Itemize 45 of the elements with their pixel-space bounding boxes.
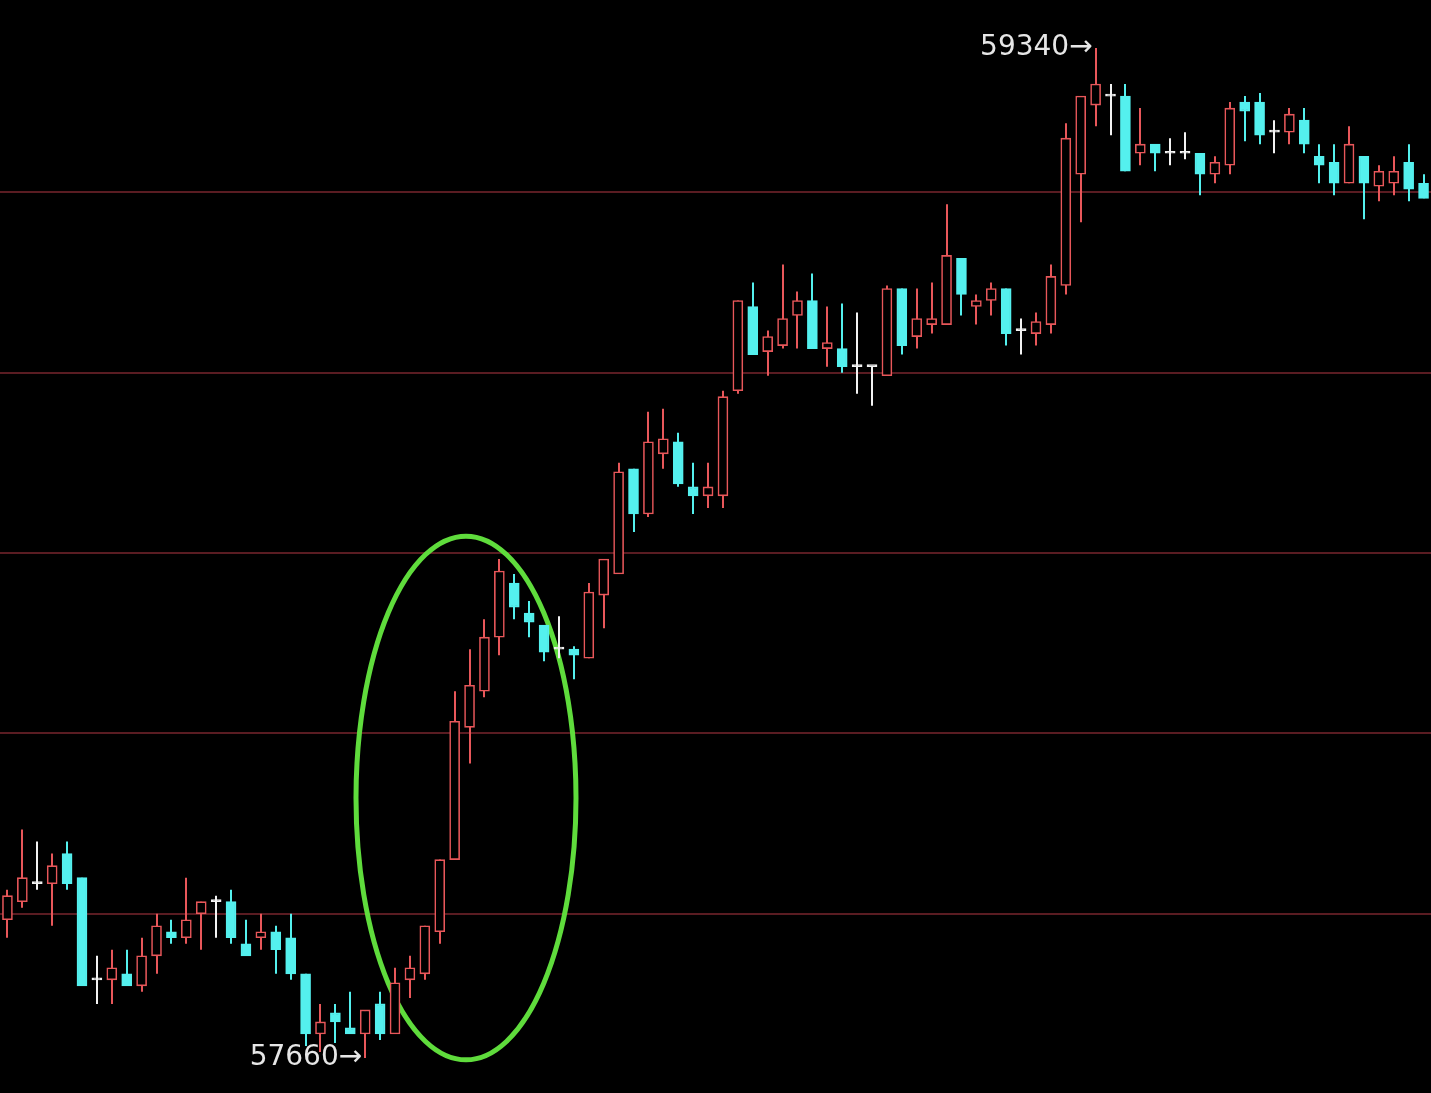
candlestick (181, 876, 192, 945)
candlestick (553, 615, 565, 660)
candlestick (344, 990, 356, 1035)
candlestick (1209, 155, 1221, 185)
candlestick (658, 407, 669, 470)
candlestick (31, 840, 43, 891)
candlestick (210, 894, 222, 939)
candlestick (404, 954, 416, 999)
candlestick (17, 828, 28, 909)
candlestick (106, 948, 118, 1005)
candlestick (1313, 143, 1325, 185)
candlestick (2, 888, 13, 939)
candlestick (121, 948, 133, 987)
candlestick (1284, 107, 1295, 146)
candlestick (1149, 143, 1161, 173)
candlestick (1298, 107, 1310, 155)
candlestick (1030, 311, 1042, 347)
candlestick (1179, 131, 1191, 161)
candlestick (1164, 137, 1176, 167)
annotation: 59340→ (980, 29, 1093, 63)
candlestick (1090, 47, 1101, 128)
annotation: 57660→ (249, 1039, 363, 1073)
candlestick (702, 461, 714, 509)
candlestick (792, 290, 803, 350)
candlestick (568, 645, 580, 681)
candlestick (851, 311, 863, 395)
candlestick (687, 461, 699, 515)
candlestick (523, 600, 535, 639)
candlestick (836, 302, 848, 374)
candlestick (330, 1002, 341, 1044)
candlestick (359, 1008, 371, 1059)
candlestick (911, 287, 923, 350)
candlestick (270, 924, 282, 975)
candlestick (240, 918, 252, 957)
candlestick (255, 912, 267, 951)
candlestick (866, 364, 878, 407)
candlestick (1239, 95, 1250, 143)
candlestick (1194, 152, 1206, 197)
candlestick (1328, 143, 1340, 197)
candlestick (508, 573, 520, 621)
candlestick (1135, 107, 1146, 167)
candlestick (762, 329, 773, 377)
candlestick (46, 852, 58, 927)
candlestick (1373, 164, 1385, 203)
candlestick (1015, 317, 1027, 356)
